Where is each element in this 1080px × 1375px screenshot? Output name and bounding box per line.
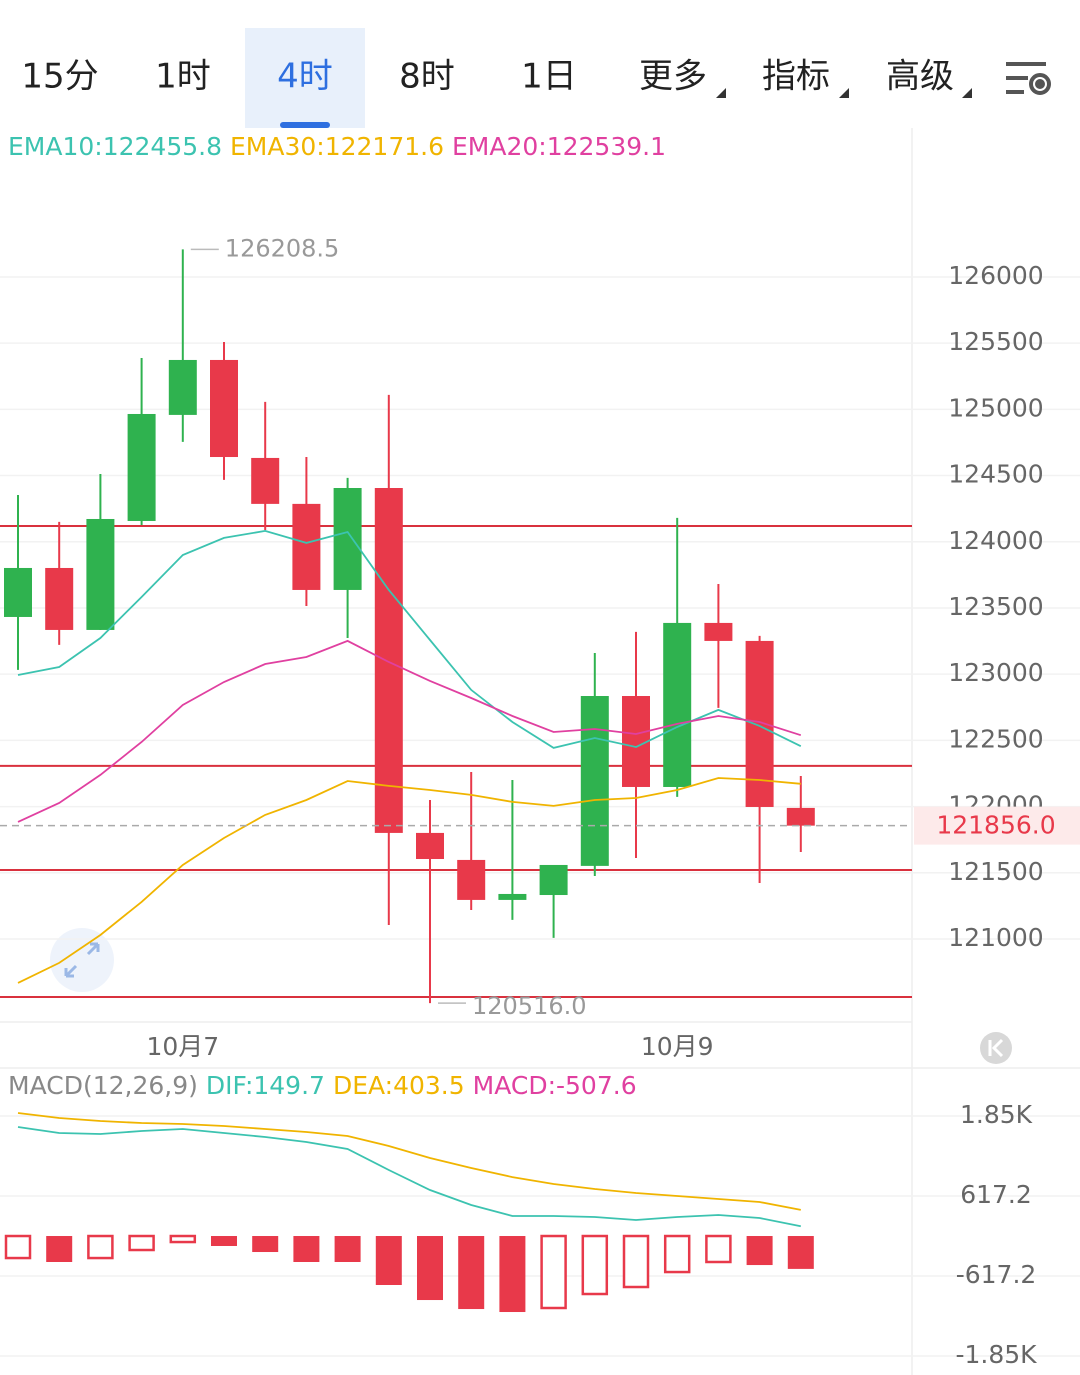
y-tick-label: 124500: [948, 460, 1043, 489]
candle-body: [663, 622, 692, 787]
y-tick-label: 1.85K: [960, 1100, 1033, 1129]
macd-bar: [622, 1234, 650, 1289]
tab[interactable]: 1时: [155, 57, 211, 97]
settings-icon[interactable]: [1006, 62, 1051, 95]
dropdown-arrow: [962, 88, 972, 98]
scroll-end-button[interactable]: [980, 1032, 1012, 1064]
tab[interactable]: 1日: [521, 57, 577, 97]
candle-body: [580, 696, 609, 866]
macd-bar: [417, 1236, 443, 1301]
y-tick-label: 122500: [948, 724, 1043, 753]
x-tick-label: 10月7: [146, 1032, 219, 1061]
candle-body: [127, 413, 156, 521]
fullscreen-button[interactable]: [50, 928, 114, 992]
tab[interactable]: 高级: [886, 57, 954, 97]
candle-body: [416, 832, 444, 860]
macd-bar: [211, 1236, 237, 1246]
selected-tab-indicator: [280, 122, 330, 128]
tab[interactable]: 指标: [762, 57, 830, 97]
candle-body: [498, 893, 527, 900]
macd-bar: [581, 1234, 609, 1296]
macd-bar: [375, 1236, 402, 1285]
macd-bar: [705, 1234, 732, 1264]
candle-body: [457, 859, 486, 900]
macd-bar: [458, 1236, 485, 1310]
macd-bar: [46, 1236, 73, 1262]
candle-body: [168, 359, 197, 415]
tab[interactable]: 更多: [639, 57, 707, 97]
y-tick-label: 123500: [948, 592, 1043, 621]
y-tick-label: 125500: [948, 327, 1043, 356]
tab[interactable]: 4时: [277, 57, 333, 97]
dropdown-arrow: [716, 88, 726, 98]
candle-body: [45, 567, 74, 630]
candle-body: [333, 487, 362, 590]
macd-bar: [746, 1236, 773, 1266]
macd-bar: [334, 1236, 361, 1262]
candle-body: [251, 457, 280, 504]
legend-item: MACD:-507.6: [473, 1071, 637, 1100]
y-tick-label: 617.2: [960, 1180, 1032, 1209]
tab[interactable]: 15分: [21, 57, 98, 97]
macd-bar: [169, 1234, 197, 1244]
macd-bar: [87, 1234, 114, 1260]
price-tag: [914, 806, 1080, 845]
macd-bar: [499, 1236, 526, 1313]
x-tick-label: 10月9: [641, 1032, 714, 1061]
candle-body: [745, 640, 774, 807]
candle-body: [86, 518, 115, 630]
macd-bar: [787, 1236, 814, 1269]
y-tick-label: 124000: [948, 526, 1043, 555]
candle-body: [704, 622, 733, 641]
price-label: 121856.0: [936, 811, 1055, 840]
y-tick-label: -617.2: [956, 1260, 1037, 1289]
macd-bar: [540, 1234, 567, 1310]
macd-line: [17, 1126, 801, 1228]
candle-body: [539, 864, 568, 896]
candle-body: [374, 487, 403, 833]
macd-bar: [4, 1234, 32, 1260]
candle-body: [292, 503, 321, 590]
ema-line: [17, 529, 802, 749]
y-tick-label: -1.85K: [955, 1340, 1037, 1369]
candle-body: [210, 359, 238, 458]
legend-item: EMA10:122455.8: [8, 132, 222, 161]
legend-item: EMA20:122539.1: [452, 132, 666, 161]
y-tick-label: 121000: [948, 923, 1043, 952]
macd-bar: [128, 1234, 155, 1252]
candle-body: [4, 567, 32, 617]
dropdown-arrow: [839, 88, 849, 98]
macd-line: [17, 1112, 801, 1211]
y-tick-label: 121500: [948, 857, 1043, 886]
y-tick-label: 125000: [948, 393, 1043, 422]
candle-body: [786, 807, 815, 826]
legend-item: DIF:149.7: [206, 1071, 325, 1100]
legend-item: DEA:403.5: [333, 1071, 465, 1100]
macd-bar: [252, 1236, 279, 1253]
low-label: 120516.0: [472, 992, 587, 1020]
ema-line: [17, 639, 802, 823]
selected-tab-bg: [245, 28, 365, 128]
y-tick-label: 126000: [948, 261, 1043, 290]
legend-item: EMA30:122171.6: [230, 132, 444, 161]
y-tick-label: 123000: [948, 658, 1043, 687]
macd-bar: [293, 1236, 320, 1262]
macd-bar: [663, 1234, 691, 1274]
legend-item: MACD(12,26,9): [8, 1071, 198, 1100]
ema-line: [17, 777, 801, 984]
high-label: 126208.5: [225, 234, 340, 262]
tab[interactable]: 8时: [399, 57, 455, 97]
